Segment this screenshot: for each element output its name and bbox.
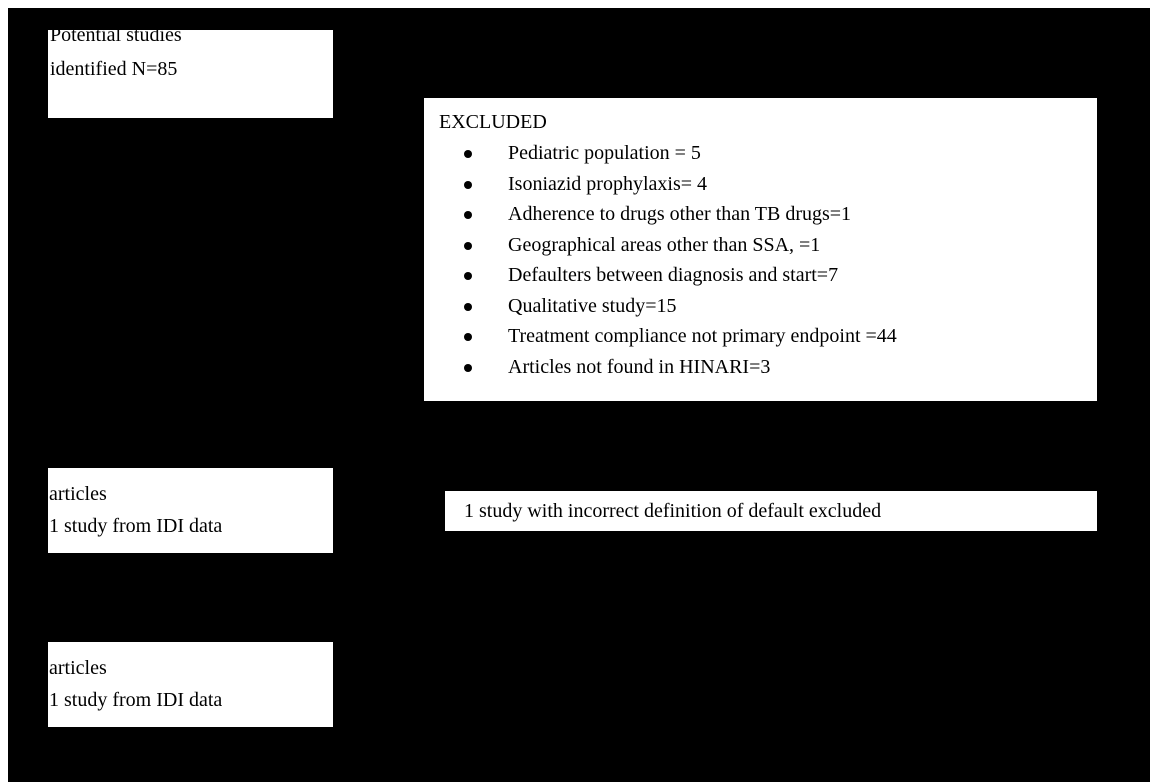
excluded-reason-text: Treatment compliance not primary endpoin…	[508, 325, 897, 347]
included-articles-box: articles 1 study from IDI data	[48, 468, 333, 553]
included-line-1: articles	[49, 483, 107, 505]
final-line-2: 1 study from IDI data	[49, 689, 223, 711]
bullet-icon	[464, 333, 472, 341]
excluded-reason-item: Defaulters between diagnosis and start=7	[424, 260, 897, 291]
excluded-reasons-list: Pediatric population = 5 Isoniazid proph…	[424, 138, 897, 382]
excluded-reason-item: Adherence to drugs other than TB drugs=1	[424, 199, 897, 230]
excluded-reason-text: Qualitative study=15	[508, 294, 677, 317]
bullet-icon	[464, 211, 472, 219]
excluded-reason-item: Pediatric population = 5	[424, 138, 897, 169]
incorrect-definition-box: 1 study with incorrect definition of def…	[445, 491, 1097, 531]
excluded-reason-item: Articles not found in HINARI=3	[424, 352, 897, 383]
excluded-reason-text: Defaulters between diagnosis and start=7	[508, 264, 839, 286]
excluded-heading: EXCLUDED	[439, 111, 547, 133]
excluded-reason-item: Isoniazid prophylaxis= 4	[424, 169, 897, 200]
excluded-reason-item: Qualitative study=15	[424, 291, 897, 322]
excluded-reason-text: Articles not found in HINARI=3	[508, 355, 771, 378]
final-articles-text: articles 1 study from IDI data	[49, 652, 222, 716]
identified-studies-text: Potential studies identified N=85	[50, 30, 182, 86]
final-line-1: articles	[49, 657, 107, 679]
excluded-reason-item: Geographical areas other than SSA, =1	[424, 230, 897, 261]
final-articles-box: articles 1 study from IDI data	[48, 642, 333, 727]
bullet-icon	[464, 180, 472, 189]
excluded-reason-text: Pediatric population = 5	[508, 142, 701, 164]
identified-line-1: Potential studies	[50, 30, 182, 46]
identified-studies-box: Potential studies identified N=85	[48, 30, 333, 118]
excluded-reason-text: Geographical areas other than SSA, =1	[508, 233, 821, 256]
included-articles-text: articles 1 study from IDI data	[49, 478, 222, 542]
excluded-reason-item: Treatment compliance not primary endpoin…	[424, 321, 897, 352]
bullet-icon	[464, 241, 472, 250]
bullet-icon	[464, 363, 472, 372]
incorrect-definition-text: 1 study with incorrect definition of def…	[464, 500, 882, 522]
bullet-icon	[464, 272, 472, 280]
excluded-reason-text: Adherence to drugs other than TB drugs=1	[508, 203, 852, 225]
included-line-2: 1 study from IDI data	[49, 515, 223, 537]
excluded-studies-box: EXCLUDED Pediatric population = 5 Isonia…	[424, 98, 1097, 401]
identified-line-2: identified N=85	[50, 58, 178, 80]
bullet-icon	[464, 302, 472, 311]
bullet-icon	[464, 150, 472, 158]
excluded-reason-text: Isoniazid prophylaxis= 4	[508, 172, 708, 195]
